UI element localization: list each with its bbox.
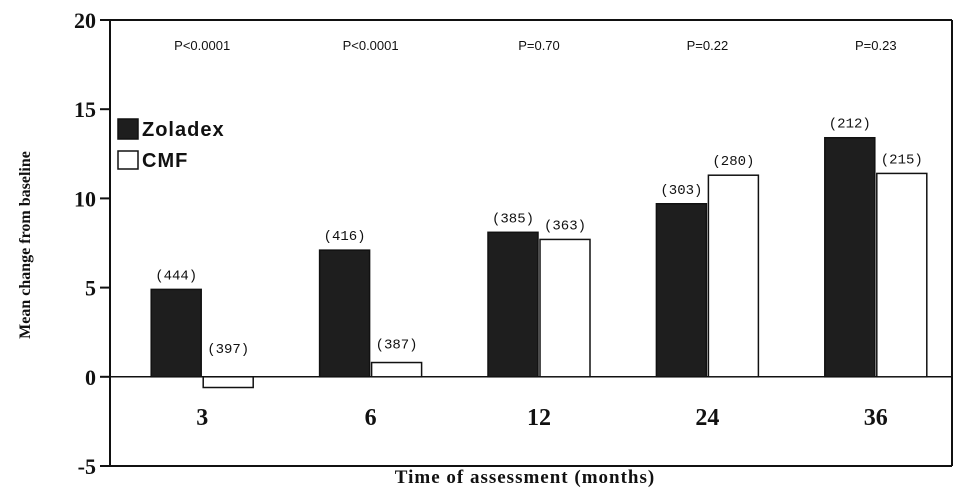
sample-size-label: (280) [712,154,754,170]
p-value-label: P<0.0001 [174,38,230,53]
bar-zoladex-36 [824,136,876,378]
sample-size-label: (385) [492,211,534,227]
sample-size-label: (444) [155,268,197,284]
y-tick-label: 20 [74,8,96,33]
x-category-label: 3 [196,405,208,431]
sample-size-label: (416) [324,229,366,245]
p-value-label: P<0.0001 [343,38,399,53]
bars [150,136,928,389]
y-tick-label: -5 [78,454,96,479]
x-category-label: 6 [365,405,377,431]
legend-swatch-cmf [117,150,139,170]
y-axis: 20 15 10 5 0 -5 [74,8,110,479]
x-category-labels: 3 6 12 24 36 [196,405,888,431]
sample-size-label: (212) [829,117,871,133]
sample-size-labels: (444) (397) (416) (387) (385) (363) (303) (280)… [155,117,923,358]
bar-cmf-12 [539,238,591,378]
y-tick-label: 10 [74,186,96,211]
x-axis-title: Time of assessment (months) [395,467,655,488]
p-value-label: P=0.70 [518,38,560,53]
x-category-label: 24 [695,405,719,431]
x-category-label: 12 [527,405,551,431]
bar-cmf-3 [202,376,254,389]
bar-cmf-36 [876,172,928,378]
p-value-labels: P<0.0001 P<0.0001 P=0.70 P=0.22 P=0.23 [174,38,896,53]
sample-size-label: (387) [376,338,418,354]
y-tick-label: 15 [74,97,96,122]
bar-zoladex-12 [487,231,539,378]
sample-size-label: (397) [207,342,249,358]
bar-cmf-24 [707,174,760,378]
y-tick-label: 5 [85,276,96,301]
sample-size-label: (215) [881,152,923,168]
p-value-label: P=0.22 [687,38,729,53]
bar-zoladex-6 [318,249,371,378]
sample-size-label: (363) [544,218,586,234]
y-tick-label: 0 [85,365,96,390]
bar-zoladex-3 [150,288,202,378]
legend-swatch-zoladex [117,118,139,140]
legend-label-cmf: CMF [142,150,188,172]
legend-label-zoladex: Zoladex [142,119,225,141]
y-axis-title: Mean change from baseline [17,151,34,339]
bar-zoladex-24 [655,203,708,378]
sample-size-label: (303) [660,183,702,199]
p-value-label: P=0.23 [855,38,897,53]
legend: Zoladex CMF [117,118,225,172]
x-category-label: 36 [864,405,888,431]
bar-cmf-6 [370,361,423,378]
